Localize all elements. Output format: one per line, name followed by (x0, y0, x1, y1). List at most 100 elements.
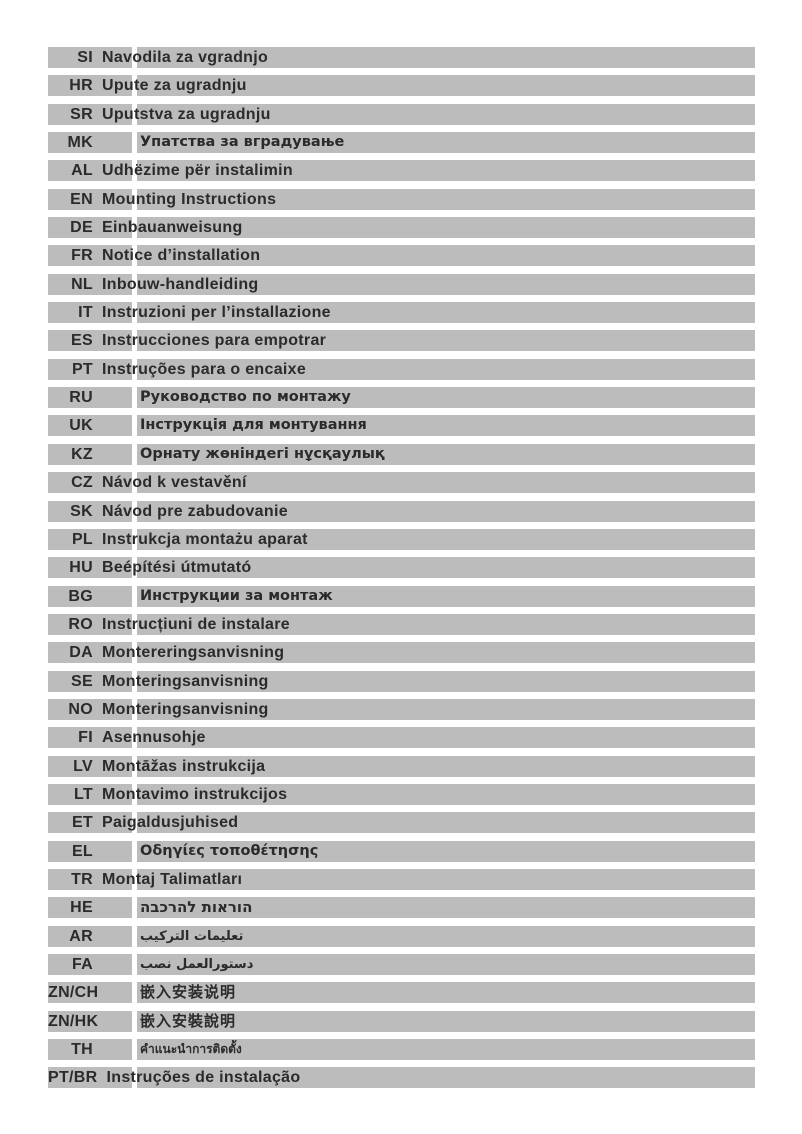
column-divider (132, 103, 137, 125)
language-label: Орнату жөніндегі нұсқаулық (140, 445, 385, 462)
language-row: PT/BR Instruções de instalação (48, 1067, 755, 1089)
language-code: IT (78, 304, 93, 322)
language-code: EL (71, 842, 93, 860)
language-code: AL (71, 162, 93, 180)
language-code: NO (68, 700, 93, 718)
column-divider (132, 358, 137, 380)
language-code: FI (78, 729, 93, 747)
column-divider (132, 557, 137, 579)
column-divider (132, 670, 137, 692)
language-label: Einbauanweisung (102, 219, 243, 237)
language-label: Οδηγίες τοποθέτησης (140, 842, 319, 859)
language-label: 嵌入安装说明 (140, 984, 237, 1002)
language-code: FA (71, 956, 93, 973)
language-label: Instrucțiuni de instalare (102, 615, 290, 633)
language-row: AL Udhëzime për instalimin (48, 160, 755, 182)
language-label: Notice d’installation (102, 247, 261, 265)
column-divider (132, 783, 137, 805)
language-code: ZN/HK (48, 1012, 99, 1030)
language-row: DE Einbauanweisung (48, 217, 755, 239)
language-code: UK (69, 417, 93, 435)
language-code: AR (69, 927, 93, 945)
language-label: Руководство по монтажу (140, 389, 351, 406)
language-row: DA Montereringsanvisning (48, 642, 755, 664)
language-code: FR (71, 247, 93, 265)
language-label: Navodila za vgradnjo (102, 49, 269, 66)
language-row: PL Instrukcja montażu aparat (48, 528, 755, 550)
language-row: FI Asennusohje (48, 727, 755, 749)
language-label: تعليمات التركيب (140, 928, 244, 944)
language-label: Monteringsanvisning (102, 672, 269, 690)
language-row: FA دستورالعمل نصب (48, 954, 755, 975)
language-code: PT (71, 360, 93, 378)
language-row: NL Inbouw-handleiding (48, 273, 755, 295)
column-divider (132, 812, 137, 834)
language-label: Monteringsanvisning (102, 700, 269, 718)
language-row: IT Instruzioni per l’installazione (48, 302, 755, 324)
language-code: DA (69, 644, 93, 662)
language-row: CZ Návod k vestavění (48, 472, 755, 494)
language-row: EN Mounting Instructions (48, 188, 755, 210)
language-code: TH (71, 1041, 93, 1059)
column-divider (132, 472, 137, 494)
language-row: SI Navodila za vgradnjo (48, 47, 755, 68)
language-label: 嵌入安裝說明 (140, 1012, 237, 1030)
language-code: TR (71, 870, 93, 888)
language-code: LV (73, 757, 93, 775)
column-divider (132, 613, 137, 635)
language-label: Beépítési útmutató (102, 559, 252, 577)
language-code: PT/BR (48, 1069, 98, 1087)
language-label: Інструкція для монтування (140, 417, 367, 434)
language-label: הוראות להרכבה (140, 898, 253, 917)
language-code: HE (70, 899, 93, 917)
column-divider (132, 387, 137, 409)
column-divider (132, 698, 137, 720)
column-divider (132, 727, 137, 749)
language-row: BG Инструкции за монтаж (48, 585, 755, 607)
language-label: Asennusohje (102, 729, 206, 747)
column-divider (132, 868, 137, 890)
language-label: دستورالعمل نصب (140, 957, 254, 972)
language-code: SK (70, 502, 93, 520)
column-divider (132, 585, 137, 607)
column-divider (132, 840, 137, 862)
language-code: HR (69, 77, 93, 95)
column-divider (132, 132, 137, 154)
language-row: HR Upute za ugradnju (48, 75, 755, 97)
language-code: PL (71, 530, 93, 548)
language-label: Упатства за вградување (140, 134, 345, 151)
column-divider (132, 47, 137, 68)
language-label: Mounting Instructions (102, 190, 277, 208)
column-divider (132, 443, 137, 465)
column-divider (132, 982, 137, 1004)
language-code: BG (68, 587, 93, 605)
language-row: HU Beépítési útmutató (48, 557, 755, 579)
language-code: RO (68, 615, 93, 633)
language-label: Montaj Talimatları (102, 870, 243, 888)
language-label: คำแนะนำการติดตั้ง (140, 1042, 242, 1057)
language-code: CZ (71, 474, 93, 492)
language-label: Návod pre zabudovanie (102, 502, 288, 520)
language-row: RO Instrucțiuni de instalare (48, 613, 755, 635)
language-label: Paigaldusjuhised (102, 814, 239, 832)
column-divider (132, 330, 137, 352)
language-row: PT Instruções para o encaixe (48, 358, 755, 380)
language-row: RU Руководство по монтажу (48, 387, 755, 409)
language-label: Uputstva za ugradnju (102, 105, 271, 123)
language-row: NO Monteringsanvisning (48, 698, 755, 720)
language-row: SR Uputstva za ugradnju (48, 103, 755, 125)
language-code: ZN/CH (48, 984, 99, 1002)
language-row: TH คำแนะนำการติดตั้ง (48, 1039, 755, 1061)
column-divider (132, 188, 137, 210)
column-divider (132, 1067, 137, 1089)
language-code: SE (71, 672, 93, 690)
language-label: Instruções de instalação (106, 1069, 301, 1087)
language-label: Instruções para o encaixe (102, 360, 307, 378)
language-row: FR Notice d’installation (48, 245, 755, 267)
column-divider (132, 217, 137, 239)
language-code: DE (70, 219, 93, 237)
language-code: ET (71, 814, 93, 832)
column-divider (132, 160, 137, 182)
language-row: LV Montāžas instrukcija (48, 755, 755, 777)
column-divider (132, 528, 137, 550)
